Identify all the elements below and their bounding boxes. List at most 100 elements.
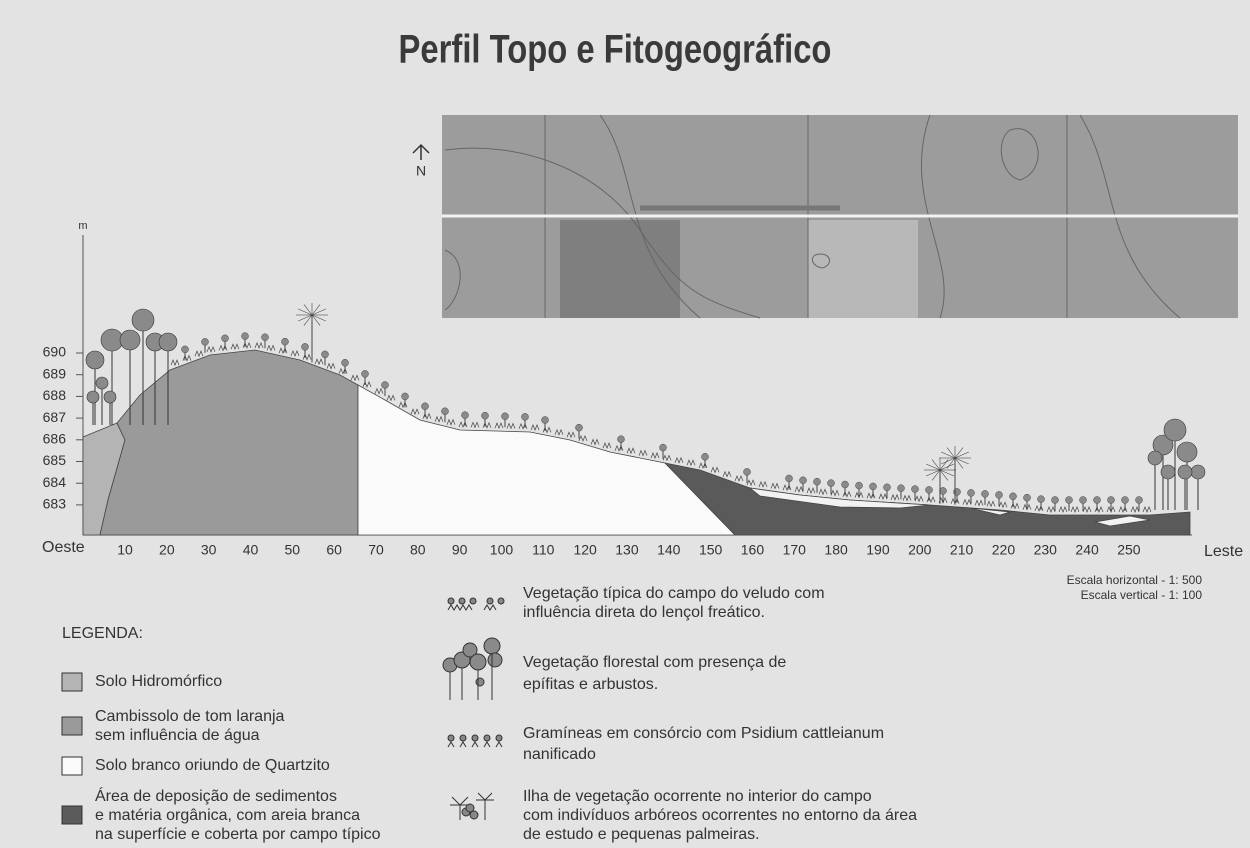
x-tick-label: 80 xyxy=(410,542,426,558)
tree-crown xyxy=(96,377,108,389)
shrub xyxy=(744,468,751,475)
x-tick-label: 180 xyxy=(824,542,848,558)
x-tick-label: 190 xyxy=(866,542,890,558)
tree-crown xyxy=(159,333,177,351)
y-tick-label: 687 xyxy=(43,409,67,425)
soil-legend-label: na superfície e coberta por campo típico xyxy=(95,826,381,843)
west-label: Oeste xyxy=(42,539,85,556)
y-tick-label: 688 xyxy=(43,387,67,403)
shrub xyxy=(342,359,349,366)
x-tick-label: 120 xyxy=(573,542,597,558)
x-tick-label: 10 xyxy=(117,542,133,558)
vegetation-legend-label: de estudo e pequenas palmeiras. xyxy=(523,826,760,843)
y-tick-label: 690 xyxy=(43,344,67,360)
east-label: Leste xyxy=(1204,543,1243,560)
shrub xyxy=(856,482,863,489)
shrub xyxy=(884,484,891,491)
x-tick-label: 140 xyxy=(657,542,681,558)
shrub xyxy=(702,453,709,460)
x-tick-label: 30 xyxy=(201,542,217,558)
x-tick-label: 110 xyxy=(532,542,555,558)
x-tick-label: 170 xyxy=(783,542,807,558)
x-tick-label: 100 xyxy=(490,542,514,558)
tree-crown xyxy=(1178,465,1192,479)
shrub xyxy=(542,417,549,424)
shrub xyxy=(242,333,249,340)
x-tick-label: 150 xyxy=(699,542,723,558)
shrub xyxy=(1108,497,1115,504)
shrub xyxy=(842,481,849,488)
x-tick-label: 210 xyxy=(950,542,974,558)
vegetation-legend-label: influência direta do lençol freático. xyxy=(523,604,765,621)
shrub xyxy=(282,338,289,345)
y-tick-label: 685 xyxy=(43,452,67,468)
x-tick-label: 20 xyxy=(159,542,175,558)
title: Perfil Topo e Fitogeográfico xyxy=(399,26,832,71)
shrub xyxy=(442,408,449,415)
tree-crown xyxy=(1177,442,1197,462)
tree-crown xyxy=(120,330,140,350)
soil-legend-label: Solo branco oriundo de Quartzito xyxy=(95,757,330,774)
tree-crown xyxy=(1148,451,1162,465)
soil-legend-label: Solo Hidromórfico xyxy=(95,673,222,690)
soil-legend-label: Área de deposição de sedimentos xyxy=(95,786,337,805)
shrub xyxy=(1010,493,1017,500)
x-tick-label: 250 xyxy=(1117,542,1141,558)
y-tick-label: 683 xyxy=(43,496,67,512)
tree-crown xyxy=(1161,465,1175,479)
shrub xyxy=(362,370,369,377)
shrub xyxy=(814,478,821,485)
shrub xyxy=(618,436,625,443)
y-tick-label: 686 xyxy=(43,431,67,447)
x-tick-label: 50 xyxy=(285,542,301,558)
vegetation-legend-label: Gramíneas em consórcio com Psidium cattl… xyxy=(523,725,884,742)
vegetation-legend-label: Ilha de vegetação ocorrente no interior … xyxy=(523,788,872,805)
y-tick-label: 684 xyxy=(43,474,67,490)
vegetation-legend-label: Vegetação típica do campo do veludo com xyxy=(523,585,825,602)
tree-crown xyxy=(87,391,99,403)
x-tick-label: 40 xyxy=(243,542,259,558)
x-tick-label: 90 xyxy=(452,542,468,558)
tree-crown xyxy=(132,309,154,331)
shrub xyxy=(940,487,947,494)
x-tick-label: 200 xyxy=(908,542,932,558)
y-tick-label: 689 xyxy=(43,365,67,381)
shrub xyxy=(1052,497,1059,504)
vegetation-legend-label: nanificado xyxy=(523,746,596,763)
x-tick-label: 240 xyxy=(1075,542,1099,558)
shrub xyxy=(482,412,489,419)
shrub xyxy=(576,424,583,431)
legend-heading: LEGENDA: xyxy=(62,625,143,642)
tree-crown xyxy=(104,391,116,403)
scale-vertical: Escala vertical - 1: 100 xyxy=(1081,588,1203,602)
vegetation-legend-label: Vegetação florestal com presença de xyxy=(523,654,786,671)
shrub xyxy=(898,485,905,492)
shrub xyxy=(996,491,1003,498)
shrub xyxy=(202,338,209,345)
shrub xyxy=(522,413,529,420)
x-tick-label: 130 xyxy=(615,542,639,558)
shrub xyxy=(1094,497,1101,504)
profile-diagram: Perfil Topo e Fitogeográfico N m Oeste L… xyxy=(0,0,1250,848)
y-unit: m xyxy=(78,220,87,232)
shrub xyxy=(322,351,329,358)
shrub xyxy=(502,413,509,420)
scale-horizontal: Escala horizontal - 1: 500 xyxy=(1067,573,1203,587)
x-tick-label: 60 xyxy=(326,542,342,558)
shrub xyxy=(912,486,919,493)
shrub xyxy=(1122,497,1129,504)
x-tick-label: 220 xyxy=(992,542,1016,558)
shrub xyxy=(1024,494,1031,501)
aerial-image xyxy=(442,115,1238,318)
shrub xyxy=(870,483,877,490)
north-label: N xyxy=(416,163,426,179)
soil-legend-label: sem influência de água xyxy=(95,727,260,744)
shrub xyxy=(382,382,389,389)
shrub xyxy=(828,480,835,487)
soil-legend-label: Cambissolo de tom laranja xyxy=(95,708,285,725)
shrub xyxy=(968,489,975,496)
tree-crown xyxy=(1164,419,1186,441)
shrub xyxy=(1066,497,1073,504)
x-tick-label: 160 xyxy=(741,542,765,558)
vegetation-legend-label: epífitas e arbustos. xyxy=(523,676,658,693)
